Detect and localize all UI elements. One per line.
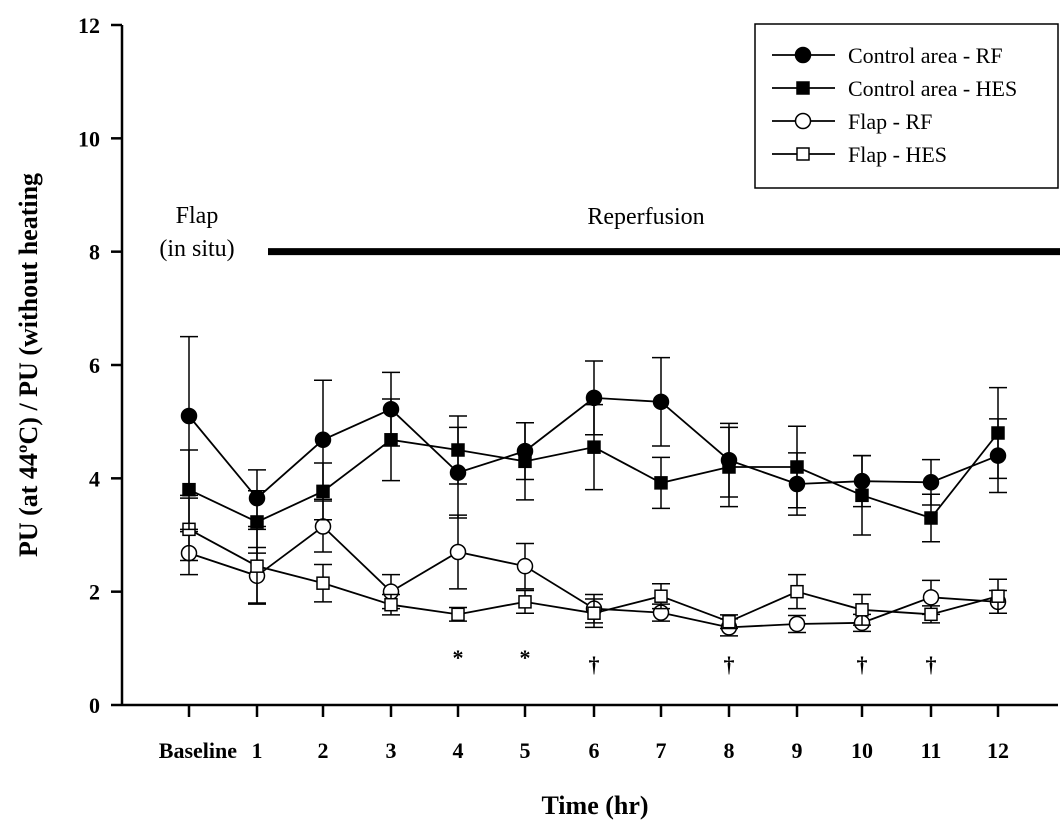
data-point [248, 489, 266, 507]
data-point [250, 559, 264, 573]
legend-marker [796, 81, 810, 95]
data-point [788, 615, 806, 633]
data-point [924, 607, 938, 622]
x-tick-label: Baseline [159, 738, 237, 763]
data-point [924, 511, 938, 525]
data-point [516, 557, 534, 575]
data-point [449, 543, 467, 561]
legend-item-control-area-rf: Control area - RF [772, 43, 1003, 68]
significance-marker: † [724, 652, 735, 677]
reperfusion-label: Reperfusion [587, 204, 704, 230]
series-layer [180, 335, 1007, 637]
x-tick-label: 1 [252, 738, 263, 763]
data-point [654, 589, 668, 603]
data-point [991, 589, 1005, 603]
data-point [788, 475, 806, 493]
legend-marker [794, 112, 812, 130]
x-tick-label: 10 [851, 738, 873, 763]
data-point [314, 431, 332, 449]
legend-label: Control area - RF [848, 43, 1003, 68]
x-tick-label: 9 [792, 738, 803, 763]
data-point [451, 607, 465, 622]
data-point [790, 584, 804, 599]
significance-marker: † [857, 652, 868, 677]
phase-label-in-situ: (in situ) [159, 236, 234, 262]
data-point [652, 393, 670, 411]
data-point [449, 464, 467, 481]
data-point [922, 474, 940, 491]
significance-marker: † [589, 652, 600, 677]
series-control-area-rf [180, 335, 1007, 528]
y-tick-label: 2 [89, 580, 100, 605]
y-tick-label: 6 [89, 353, 100, 378]
data-point [587, 440, 601, 454]
legend-marker [796, 147, 810, 161]
significance-marker: † [926, 652, 937, 677]
data-point [316, 576, 330, 590]
series-flap-hes [180, 497, 1007, 630]
data-point [855, 603, 869, 617]
data-point [587, 606, 601, 620]
legend-item-control-area-hes: Control area - HES [772, 76, 1017, 101]
x-tick-label: 6 [589, 738, 600, 763]
data-point [314, 518, 332, 535]
data-point [518, 595, 532, 609]
legend-marker [794, 46, 812, 64]
x-tick-label: 2 [318, 738, 329, 763]
data-point [382, 400, 400, 418]
data-point [384, 597, 398, 612]
y-tick-label: 8 [89, 240, 100, 265]
y-tick-label: 0 [89, 693, 100, 718]
y-tick-label: 12 [78, 13, 100, 38]
data-point [989, 447, 1007, 464]
significance-marker: * [520, 645, 531, 670]
data-point [585, 389, 603, 407]
annotations: Flap (in situ) Reperfusion * * † † † † [159, 203, 1060, 677]
x-tick-label: 12 [987, 738, 1009, 763]
data-point [516, 442, 534, 460]
data-point [853, 472, 871, 490]
legend-label: Control area - HES [848, 76, 1017, 101]
legend-item-flap-rf: Flap - RF [772, 109, 932, 134]
x-tick-label: 7 [656, 738, 667, 763]
x-tick-label: 11 [921, 738, 942, 763]
x-tick-label: 3 [386, 738, 397, 763]
data-point [654, 476, 668, 490]
legend: Control area - RF Control area - HES Flap … [754, 23, 1059, 189]
y-axis-title: PU (at 44ºC) / PU (without heating [14, 173, 43, 557]
y-tick-label: 4 [89, 466, 100, 491]
y-tick-label: 10 [78, 126, 100, 151]
data-point [722, 614, 736, 629]
x-tick-label: 8 [724, 738, 735, 763]
x-tick-label: 4 [453, 738, 464, 763]
x-axis-title: Time (hr) [541, 791, 648, 820]
significance-marker: * [453, 645, 464, 670]
data-point [180, 407, 198, 425]
data-point [720, 451, 738, 469]
legend-item-flap-hes: Flap - HES [772, 142, 947, 167]
legend-label: Flap - HES [848, 142, 947, 167]
phase-label-flap: Flap [176, 203, 219, 229]
legend-label: Flap - RF [848, 109, 932, 134]
data-point [922, 589, 940, 606]
x-tick-label: 5 [520, 738, 531, 763]
